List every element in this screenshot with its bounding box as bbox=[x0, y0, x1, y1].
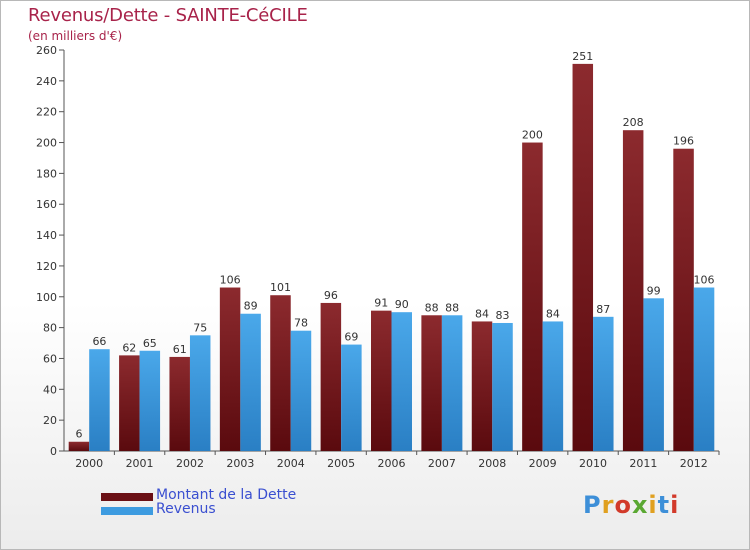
revenue-bar bbox=[693, 287, 715, 451]
debt-bar bbox=[622, 130, 644, 451]
y-tick-label: 100 bbox=[36, 291, 57, 304]
revenue-value-label: 87 bbox=[596, 303, 610, 316]
revenue-value-label: 78 bbox=[294, 317, 308, 330]
revenue-bar bbox=[240, 313, 261, 451]
revenue-value-label: 88 bbox=[445, 301, 459, 314]
y-tick-label: 0 bbox=[50, 445, 57, 458]
revenue-value-label: 90 bbox=[395, 298, 409, 311]
x-tick-label: 2004 bbox=[277, 457, 305, 470]
revenue-bar bbox=[391, 312, 412, 451]
debt-value-label: 196 bbox=[673, 135, 694, 148]
x-tick-label: 2009 bbox=[529, 457, 557, 470]
debt-value-label: 62 bbox=[122, 341, 136, 354]
y-tick-label: 220 bbox=[36, 106, 57, 119]
chart-subtitle: (en milliers d'€) bbox=[28, 29, 123, 43]
revenue-value-label: 84 bbox=[546, 307, 560, 320]
x-tick-label: 2002 bbox=[176, 457, 204, 470]
y-tick-label: 60 bbox=[43, 352, 57, 365]
revenue-value-label: 106 bbox=[694, 274, 715, 287]
y-tick-label: 40 bbox=[43, 383, 57, 396]
x-tick-label: 2006 bbox=[378, 457, 406, 470]
y-tick-label: 160 bbox=[36, 198, 57, 211]
revenue-bar bbox=[593, 316, 614, 451]
y-tick-label: 240 bbox=[36, 75, 57, 88]
revenue-value-label: 99 bbox=[647, 284, 661, 297]
proxiti-logo: Proxiti bbox=[583, 491, 680, 519]
debt-value-label: 200 bbox=[522, 129, 543, 142]
y-tick-label: 140 bbox=[36, 229, 57, 242]
y-tick-label: 180 bbox=[36, 167, 57, 180]
x-tick-label: 2007 bbox=[428, 457, 456, 470]
debt-value-label: 61 bbox=[173, 343, 187, 356]
x-tick-label: 2008 bbox=[478, 457, 506, 470]
debt-bar bbox=[371, 310, 392, 451]
x-tick-label: 2011 bbox=[629, 457, 657, 470]
debt-value-label: 106 bbox=[220, 274, 241, 287]
revenue-value-label: 66 bbox=[92, 335, 106, 348]
debt-value-label: 96 bbox=[324, 289, 338, 302]
debt-value-label: 88 bbox=[425, 301, 439, 314]
revenue-value-label: 69 bbox=[344, 331, 358, 344]
chart-bars bbox=[68, 63, 715, 452]
debt-bar bbox=[320, 302, 342, 451]
y-tick-label: 120 bbox=[36, 260, 57, 273]
revenue-value-label: 75 bbox=[193, 321, 207, 334]
revenue-bar bbox=[542, 321, 564, 451]
chart-title: Revenus/Dette - SAINTE-CéCILE bbox=[28, 5, 308, 26]
legend-label-debt: Montant de la Dette bbox=[156, 487, 297, 503]
debt-bar bbox=[522, 142, 543, 452]
debt-value-label: 208 bbox=[623, 116, 644, 129]
revenue-bar bbox=[341, 344, 362, 451]
x-tick-label: 2012 bbox=[680, 457, 708, 470]
debt-bar bbox=[673, 148, 694, 451]
revenue-bar bbox=[492, 322, 513, 451]
x-tick-label: 2005 bbox=[327, 457, 355, 470]
debt-bar bbox=[68, 441, 90, 451]
y-tick-label: 20 bbox=[43, 414, 57, 427]
debt-value-label: 91 bbox=[374, 297, 388, 310]
debt-bar bbox=[219, 287, 241, 451]
revenue-value-label: 83 bbox=[496, 309, 510, 322]
revenue-bar bbox=[89, 349, 110, 451]
debt-value-label: 6 bbox=[75, 428, 82, 441]
revenue-value-label: 65 bbox=[143, 337, 157, 350]
legend-label-revenue: Revenus bbox=[156, 501, 216, 517]
revenue-bar bbox=[441, 315, 463, 451]
debt-bar bbox=[572, 63, 594, 451]
legend-swatch-debt bbox=[101, 493, 153, 501]
revenue-bar bbox=[290, 330, 312, 451]
legend-swatch-revenue bbox=[101, 507, 153, 515]
debt-bar bbox=[169, 356, 190, 451]
revenue-bar bbox=[139, 350, 161, 451]
revenue-value-label: 89 bbox=[244, 300, 258, 313]
revenue-bar bbox=[189, 335, 211, 451]
debt-value-label: 101 bbox=[270, 281, 291, 294]
debt-value-label: 84 bbox=[475, 307, 489, 320]
debt-value-label: 251 bbox=[572, 50, 593, 63]
debt-bar bbox=[270, 295, 291, 451]
y-tick-label: 80 bbox=[43, 322, 57, 335]
y-tick-label: 260 bbox=[36, 44, 57, 57]
x-tick-label: 2003 bbox=[226, 457, 254, 470]
x-tick-label: 2001 bbox=[126, 457, 154, 470]
x-tick-label: 2010 bbox=[579, 457, 607, 470]
x-tick-label: 2000 bbox=[75, 457, 103, 470]
revenue-bar bbox=[643, 298, 664, 451]
debt-bar bbox=[471, 321, 493, 451]
debt-bar bbox=[119, 355, 140, 451]
y-tick-label: 200 bbox=[36, 137, 57, 150]
debt-bar bbox=[421, 315, 442, 451]
